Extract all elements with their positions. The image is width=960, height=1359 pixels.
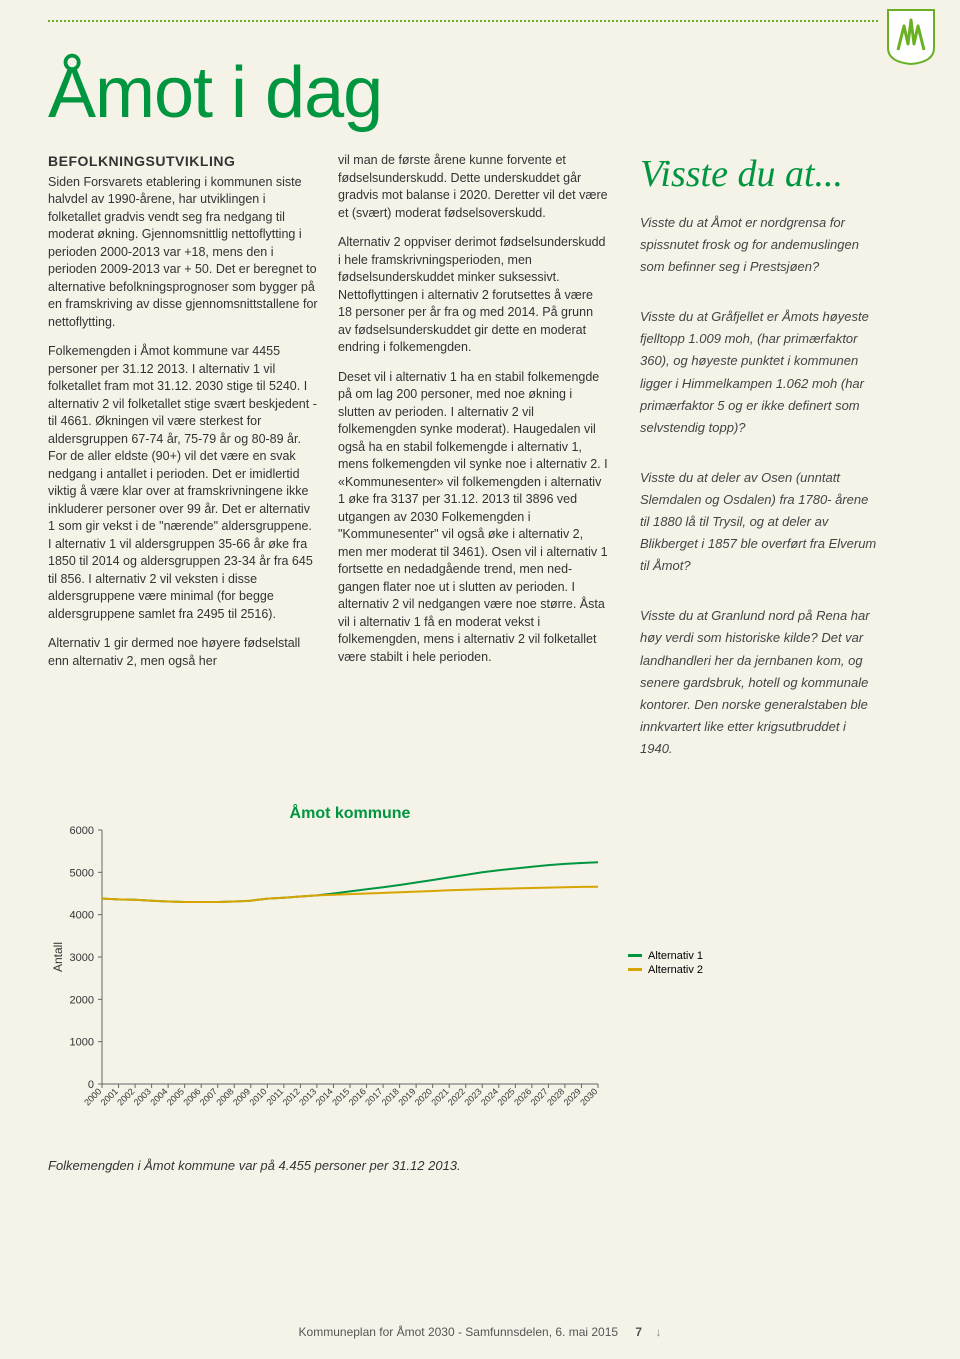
paragraph: Siden Forsvarets etablering i kommunen s… xyxy=(48,174,318,332)
municipality-logo xyxy=(886,8,936,66)
arrow-down-icon: ↓ xyxy=(655,1325,661,1339)
svg-text:2025: 2025 xyxy=(496,1086,517,1107)
svg-text:2013: 2013 xyxy=(297,1086,318,1107)
svg-text:2023: 2023 xyxy=(462,1086,483,1107)
paragraph: Deset vil i alternativ 1 ha en stabil fo… xyxy=(338,369,608,667)
chart-caption: Folkemengden i Åmot kommune var på 4.455… xyxy=(48,1158,912,1173)
svg-text:2027: 2027 xyxy=(529,1086,550,1107)
column-2: vil man de første årene kunne forvente e… xyxy=(338,152,608,788)
population-chart: Åmot kommune0100020003000400050006000Ant… xyxy=(48,800,608,1140)
chart-legend: Alternativ 1 Alternativ 2 xyxy=(628,800,718,1140)
svg-text:2018: 2018 xyxy=(380,1086,401,1107)
svg-text:3000: 3000 xyxy=(70,952,94,964)
sidebar-fact: Visste du at Gråfjellet er Åmots høyeste… xyxy=(640,306,878,439)
svg-text:Åmot kommune: Åmot kommune xyxy=(290,803,411,822)
footer-text: Kommuneplan for Åmot 2030 - Samfunnsdele… xyxy=(299,1325,619,1339)
paragraph: vil man de første årene kunne forvente e… xyxy=(338,152,608,222)
svg-text:2029: 2029 xyxy=(562,1086,583,1107)
text-columns: BEFOLKNINGSUTVIKLING Siden Forsvarets et… xyxy=(48,152,912,788)
svg-text:2019: 2019 xyxy=(396,1086,417,1107)
legend-swatch-icon xyxy=(628,954,642,957)
svg-text:2017: 2017 xyxy=(363,1086,384,1107)
sidebar-fact: Visste du at Granlund nord på Rena har h… xyxy=(640,605,878,760)
page-footer: Kommuneplan for Åmot 2030 - Samfunnsdele… xyxy=(0,1325,960,1339)
section-heading: BEFOLKNINGSUTVIKLING xyxy=(48,152,318,172)
svg-text:2003: 2003 xyxy=(132,1086,153,1107)
svg-text:2020: 2020 xyxy=(413,1086,434,1107)
svg-text:2026: 2026 xyxy=(512,1086,533,1107)
svg-text:2016: 2016 xyxy=(347,1086,368,1107)
legend-swatch-icon xyxy=(628,968,642,971)
column-1: BEFOLKNINGSUTVIKLING Siden Forsvarets et… xyxy=(48,152,318,788)
svg-text:2010: 2010 xyxy=(248,1086,269,1107)
svg-text:2005: 2005 xyxy=(165,1086,186,1107)
chart-container: Åmot kommune0100020003000400050006000Ant… xyxy=(48,800,608,1140)
page-title: Åmot i dag xyxy=(48,52,912,134)
sidebar: Visste du at... Visste du at Åmot er nor… xyxy=(628,152,878,788)
sidebar-fact: Visste du at deler av Osen (unntatt Slem… xyxy=(640,467,878,577)
legend-item: Alternativ 1 xyxy=(628,950,718,962)
legend-label: Alternativ 2 xyxy=(648,964,703,976)
svg-text:2004: 2004 xyxy=(148,1086,169,1107)
sidebar-title: Visste du at... xyxy=(640,152,878,196)
svg-text:6000: 6000 xyxy=(70,825,94,837)
paragraph: Alternativ 2 oppviser derimot fødselsund… xyxy=(338,234,608,357)
svg-text:2030: 2030 xyxy=(578,1086,599,1107)
legend-item: Alternativ 2 xyxy=(628,964,718,976)
svg-text:2028: 2028 xyxy=(545,1086,566,1107)
legend-label: Alternativ 1 xyxy=(648,950,703,962)
svg-text:2021: 2021 xyxy=(429,1086,450,1107)
svg-text:2022: 2022 xyxy=(446,1086,467,1107)
svg-text:2009: 2009 xyxy=(231,1086,252,1107)
svg-text:2008: 2008 xyxy=(214,1086,235,1107)
sidebar-fact: Visste du at Åmot er nordgrensa for spis… xyxy=(640,212,878,278)
svg-text:4000: 4000 xyxy=(70,910,94,922)
svg-text:5000: 5000 xyxy=(70,867,94,879)
paragraph: Folkemengden i Åmot kommune var 4455 per… xyxy=(48,343,318,623)
svg-text:1000: 1000 xyxy=(70,1037,94,1049)
svg-text:2012: 2012 xyxy=(281,1086,302,1107)
svg-text:2015: 2015 xyxy=(330,1086,351,1107)
svg-text:2011: 2011 xyxy=(265,1086,286,1107)
svg-text:2007: 2007 xyxy=(198,1086,219,1107)
svg-text:2001: 2001 xyxy=(99,1086,120,1107)
svg-text:2006: 2006 xyxy=(181,1086,202,1107)
svg-text:Antall: Antall xyxy=(51,942,65,972)
dotted-divider xyxy=(48,20,878,22)
svg-text:2024: 2024 xyxy=(479,1086,500,1107)
svg-text:2000: 2000 xyxy=(82,1086,103,1107)
page: Åmot i dag BEFOLKNINGSUTVIKLING Siden Fo… xyxy=(0,0,960,1359)
svg-text:2000: 2000 xyxy=(70,994,94,1006)
svg-text:2002: 2002 xyxy=(115,1086,136,1107)
chart-row: Åmot kommune0100020003000400050006000Ant… xyxy=(48,800,912,1140)
page-number: 7 xyxy=(635,1325,642,1339)
paragraph: Alternativ 1 gir dermed noe høyere fødse… xyxy=(48,635,318,670)
svg-text:2014: 2014 xyxy=(314,1086,335,1107)
